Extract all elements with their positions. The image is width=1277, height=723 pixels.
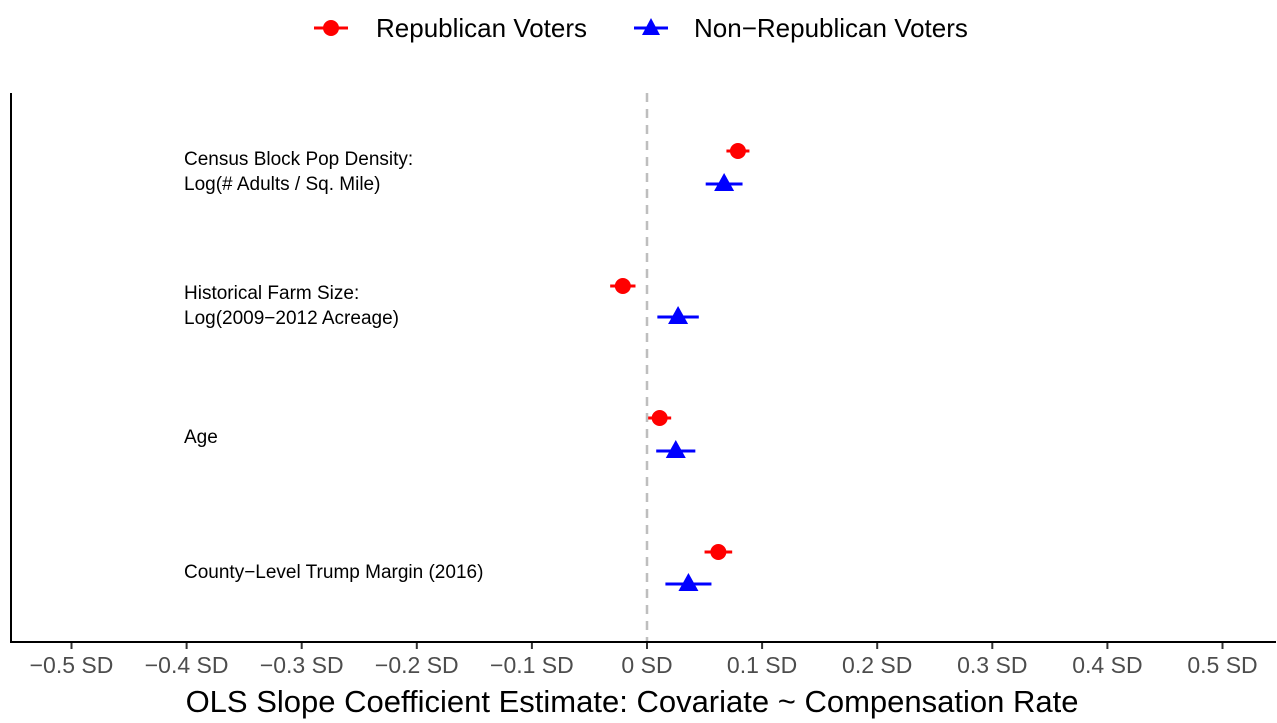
point-marker-circle (729, 143, 746, 159)
x-tick-label: −0.4 SD (145, 652, 229, 678)
point-marker-circle (710, 544, 727, 560)
estimate-non-republican (665, 573, 712, 591)
legend-item-republican: Republican Voters (314, 13, 587, 43)
estimate-republican (610, 278, 636, 294)
point-marker-triangle (678, 573, 699, 591)
point-marker-triangle (668, 306, 689, 324)
x-tick-label: 0.1 SD (727, 652, 797, 678)
point-marker-triangle (714, 173, 735, 191)
x-tick-label: 0.2 SD (842, 652, 912, 678)
x-axis-ticks: −0.5 SD −0.4 SD −0.3 SD −0.2 SD −0.1 SD 0 SD 0… (30, 643, 1258, 678)
legend-key-triangle-marker (642, 18, 660, 35)
covariate-label-line: Historical Farm Size: (184, 283, 359, 304)
estimate-non-republican (657, 306, 699, 324)
point-marker-circle (651, 410, 668, 426)
covariate-label-farm-size: Historical Farm Size: Log(2009−2012 Acre… (184, 283, 399, 329)
x-tick-label: −0.1 SD (490, 652, 574, 678)
x-tick-label: 0.4 SD (1072, 652, 1142, 678)
legend: Republican Voters Non−Republican Voters (314, 13, 968, 43)
x-tick-label: −0.2 SD (375, 652, 459, 678)
estimate-marks (610, 143, 750, 591)
x-axis-title: OLS Slope Coefficient Estimate: Covariat… (186, 684, 1079, 719)
covariate-label-line: County−Level Trump Margin (2016) (184, 562, 483, 583)
legend-item-non-republican: Non−Republican Voters (634, 13, 968, 43)
estimate-republican (648, 410, 672, 426)
estimate-non-republican (705, 173, 743, 191)
covariate-label-trump-margin: County−Level Trump Margin (2016) (184, 562, 483, 583)
covariate-label-pop-density: Census Block Pop Density: Log(# Adults /… (184, 149, 418, 195)
covariate-label-line: Log(2009−2012 Acreage) (184, 308, 399, 329)
estimate-republican (704, 544, 733, 560)
legend-key-circle-marker (323, 20, 339, 36)
estimate-non-republican (656, 440, 696, 458)
point-marker-circle (614, 278, 631, 294)
point-marker-triangle (665, 440, 686, 458)
legend-label-non-republican: Non−Republican Voters (694, 13, 968, 43)
legend-label-republican: Republican Voters (376, 13, 587, 43)
estimate-republican (726, 143, 750, 159)
x-tick-label: 0.5 SD (1187, 652, 1257, 678)
covariate-label-age: Age (184, 427, 218, 448)
covariate-label-line: Log(# Adults / Sq. Mile) (184, 174, 380, 195)
covariate-labels: Census Block Pop Density: Log(# Adults /… (184, 149, 483, 583)
x-tick-label: −0.3 SD (260, 652, 344, 678)
x-tick-label: 0 SD (621, 652, 672, 678)
covariate-label-line: Census Block Pop Density: (184, 149, 413, 170)
x-tick-label: −0.5 SD (30, 652, 114, 678)
x-tick-label: 0.3 SD (957, 652, 1027, 678)
covariate-label-line: Age (184, 427, 218, 448)
